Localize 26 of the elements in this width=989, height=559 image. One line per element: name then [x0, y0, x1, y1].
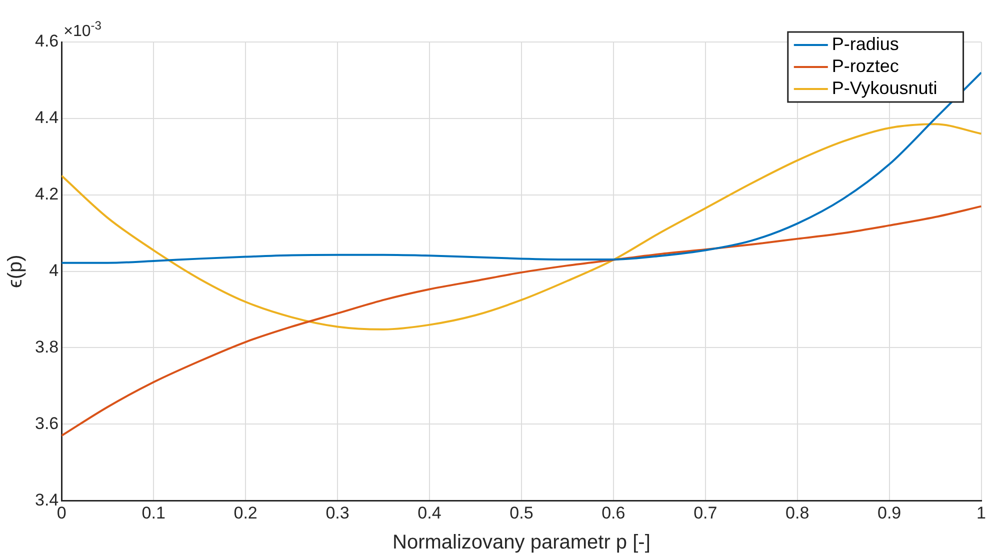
x-tick-label: 0.5 [510, 503, 534, 522]
y-tick-label: 3.8 [34, 337, 59, 356]
y-tick-label: 4.6 [34, 32, 59, 51]
line-series [62, 123, 982, 330]
x-tick-label: 0.9 [877, 503, 902, 522]
y-axis-title: ϵ(p) [4, 254, 27, 288]
line-series [62, 205, 982, 437]
x-tick-label: 0.7 [694, 503, 718, 522]
legend-label: P-roztec [832, 56, 899, 76]
y-tick-label: 4.2 [34, 184, 59, 204]
y-tick-label: 3.4 [34, 490, 59, 510]
x-tick-label: 0.8 [786, 503, 810, 522]
y-tick-label: 3.6 [34, 414, 59, 433]
x-tick-label: 1 [976, 503, 986, 522]
y-tick-label: 4.4 [34, 108, 59, 128]
legend-label: P-radius [832, 34, 899, 54]
y-tick-label: 4 [49, 260, 59, 280]
x-axis-title: Normalizovany parametr p [-] [392, 532, 650, 554]
x-tick-label: 0.6 [602, 503, 626, 522]
x-tick-label: 0.1 [142, 503, 166, 522]
legend-label: P-Vykousnuti [832, 78, 938, 98]
line-series [62, 72, 982, 264]
x-tick-label: 0.4 [418, 503, 442, 522]
x-tick-label: 0 [56, 503, 66, 522]
x-tick-label: 0.3 [326, 503, 350, 522]
x-tick-label: 0.2 [234, 503, 258, 522]
